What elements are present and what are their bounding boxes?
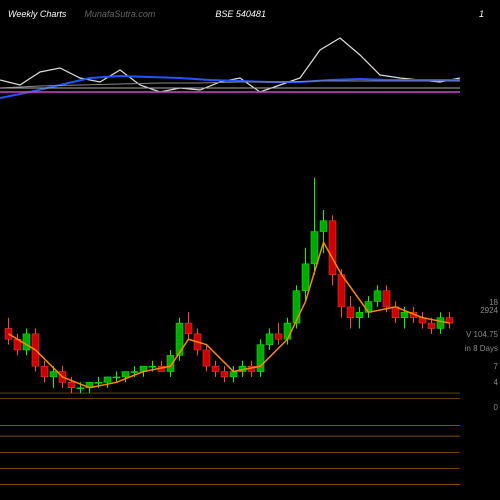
candle-body	[77, 388, 84, 389]
candle-body	[185, 323, 192, 334]
candle-body	[41, 366, 48, 377]
candle-body	[437, 318, 444, 329]
candle-body	[383, 291, 390, 307]
candle-body	[221, 372, 228, 377]
candle-body	[428, 323, 435, 328]
candle-body	[401, 312, 408, 317]
candle-body	[122, 372, 129, 377]
candle-body	[293, 291, 300, 323]
price-label: in 8 Days	[465, 344, 498, 353]
candle-body	[230, 372, 237, 377]
candle-body	[149, 366, 156, 367]
indicator-line	[0, 76, 460, 98]
candle-body	[266, 334, 273, 345]
candlestick-chart	[0, 140, 460, 490]
price-label: V 104.75	[466, 330, 498, 339]
price-label: 0	[494, 403, 498, 412]
site-name: MunafaSutra.com	[84, 9, 155, 19]
moving-average-line	[9, 242, 450, 387]
candle-body	[50, 372, 57, 377]
candle-body	[212, 366, 219, 371]
indicator-chart	[0, 30, 460, 115]
candle-body	[68, 382, 75, 387]
candle-body	[131, 372, 138, 373]
header-right-value: 1	[479, 9, 484, 19]
candle-body	[176, 323, 183, 355]
price-label: 2924	[480, 306, 498, 315]
indicator-panel	[0, 30, 460, 115]
price-label: 4	[494, 378, 498, 387]
price-label: 7	[494, 362, 498, 371]
candle-body	[347, 307, 354, 318]
candle-body	[257, 345, 264, 372]
candle-body	[113, 377, 120, 378]
candle-body	[374, 291, 381, 302]
chart-title: Weekly Charts	[8, 9, 66, 19]
candle-body	[329, 221, 336, 275]
candle-body	[302, 264, 309, 291]
candle-body	[275, 334, 282, 339]
candle-body	[104, 377, 111, 382]
candle-body	[284, 323, 291, 339]
candle-body	[95, 382, 102, 383]
candle-body	[365, 302, 372, 313]
candle-body	[203, 350, 210, 366]
price-panel	[0, 140, 460, 490]
candle-body	[338, 275, 345, 307]
symbol: BSE 540481	[215, 9, 266, 19]
candle-body	[23, 334, 30, 350]
candle-body	[311, 232, 318, 264]
candle-body	[356, 312, 363, 317]
candle-body	[320, 221, 327, 232]
chart-header: Weekly Charts MunafaSutra.com BSE 540481…	[0, 4, 500, 24]
